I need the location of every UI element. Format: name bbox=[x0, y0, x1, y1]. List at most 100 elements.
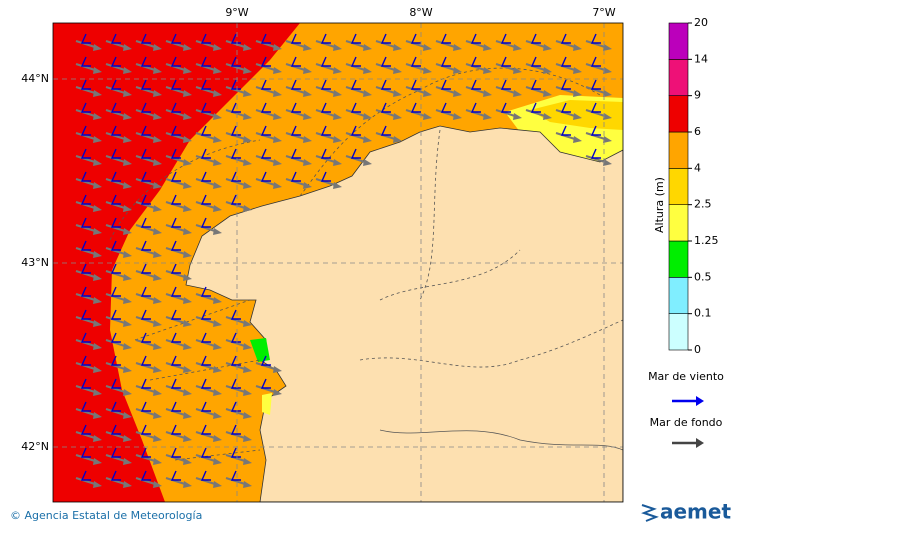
swell-arrowhead bbox=[303, 113, 312, 120]
wind-arrow bbox=[80, 125, 91, 136]
wind-arrow bbox=[170, 33, 181, 44]
swell-arrowhead bbox=[93, 136, 102, 143]
swell-arrowhead bbox=[213, 228, 222, 235]
swell-arrowhead bbox=[123, 228, 132, 235]
swell-arrowhead bbox=[273, 389, 282, 396]
wind-arrow bbox=[320, 125, 331, 136]
swell-arrowhead bbox=[213, 343, 222, 350]
swell-arrowhead bbox=[393, 90, 402, 97]
swell-arrowhead bbox=[123, 274, 132, 281]
wind-arrow bbox=[110, 309, 121, 320]
swell-arrowhead bbox=[273, 182, 282, 189]
colorbar-segment bbox=[668, 277, 689, 314]
swell-arrowhead bbox=[213, 205, 222, 212]
wind-arrow bbox=[170, 401, 181, 412]
swell-arrowhead bbox=[123, 412, 132, 419]
colorbar-segment bbox=[668, 240, 689, 278]
swell-arrowhead bbox=[93, 159, 102, 166]
swell-arrowhead bbox=[123, 44, 132, 51]
swell-arrowhead bbox=[153, 274, 162, 281]
swell-arrowhead bbox=[93, 90, 102, 97]
wind-arrow bbox=[140, 102, 151, 113]
wind-arrow bbox=[80, 102, 91, 113]
wind-arrow bbox=[260, 125, 271, 136]
swell-arrowhead bbox=[333, 136, 342, 143]
swell-arrowhead bbox=[93, 412, 102, 419]
lon-label: 7°W bbox=[592, 6, 615, 19]
swell-arrowhead bbox=[243, 159, 252, 166]
swell-arrowhead bbox=[393, 44, 402, 51]
swell-arrowhead bbox=[123, 389, 132, 396]
swell-arrowhead bbox=[123, 182, 132, 189]
swell-arrowhead bbox=[93, 343, 102, 350]
wind-arrow bbox=[140, 194, 151, 205]
wind-arrow bbox=[80, 447, 91, 458]
dashed-borders bbox=[109, 67, 623, 461]
wind-arrow bbox=[200, 217, 211, 228]
swell-arrowhead bbox=[243, 67, 252, 74]
swell-arrowhead bbox=[153, 435, 162, 442]
wind-arrow bbox=[80, 217, 91, 228]
wind-arrow bbox=[230, 470, 241, 481]
wind-arrow bbox=[140, 332, 151, 343]
wind-arrow bbox=[350, 102, 361, 113]
wind-arrow bbox=[230, 56, 241, 67]
wind-arrow bbox=[80, 148, 91, 159]
wind-arrow bbox=[560, 102, 571, 113]
swell-arrowhead bbox=[243, 90, 252, 97]
wind-arrow bbox=[290, 56, 301, 67]
swell-arrowhead bbox=[303, 90, 312, 97]
swell-arrowhead bbox=[93, 366, 102, 373]
swell-arrowhead bbox=[273, 90, 282, 97]
wind-arrow bbox=[320, 33, 331, 44]
swell-arrowhead bbox=[573, 113, 582, 120]
footer-logo: aemet bbox=[660, 500, 731, 524]
swell-arrowhead bbox=[123, 251, 132, 258]
legend-swell: Mar de fondo bbox=[650, 416, 723, 429]
swell-arrowhead bbox=[243, 412, 252, 419]
swell-arrowhead bbox=[453, 90, 462, 97]
swell-arrowhead bbox=[93, 435, 102, 442]
swell-arrowhead bbox=[123, 67, 132, 74]
wind-arrow bbox=[200, 355, 211, 366]
swell-arrowhead bbox=[183, 159, 192, 166]
swell-arrowhead bbox=[513, 44, 522, 51]
wind-arrow bbox=[140, 171, 151, 182]
wind-arrow bbox=[470, 33, 481, 44]
wind-arrow bbox=[80, 79, 91, 90]
wind-arrow bbox=[230, 171, 241, 182]
wind-arrow bbox=[380, 33, 391, 44]
swell-arrowhead bbox=[183, 458, 192, 465]
colorbar-segment bbox=[668, 22, 689, 60]
wind-arrow bbox=[350, 79, 361, 90]
wind-arrow bbox=[230, 447, 241, 458]
wind-arrow bbox=[170, 171, 181, 182]
wind-arrow bbox=[200, 286, 211, 297]
swell-arrowhead bbox=[483, 67, 492, 74]
wind-arrow bbox=[530, 79, 541, 90]
swell-arrowhead bbox=[243, 481, 252, 488]
swell-arrowhead bbox=[573, 67, 582, 74]
lat-label: 44°N bbox=[21, 72, 49, 85]
swell-arrowhead bbox=[303, 182, 312, 189]
swell-arrowhead bbox=[483, 113, 492, 120]
wind-arrow bbox=[200, 125, 211, 136]
wind-arrow bbox=[110, 355, 121, 366]
swell-arrowhead bbox=[243, 136, 252, 143]
wind-arrow bbox=[260, 56, 271, 67]
swell-arrowhead bbox=[93, 389, 102, 396]
swell-arrowhead bbox=[183, 343, 192, 350]
wind-arrow bbox=[380, 56, 391, 67]
swell-arrowhead bbox=[123, 435, 132, 442]
swell-arrowhead bbox=[243, 44, 252, 51]
swell-arrowhead bbox=[153, 389, 162, 396]
swell-arrowhead bbox=[243, 389, 252, 396]
wind-arrow bbox=[500, 33, 511, 44]
swell-arrowhead bbox=[93, 205, 102, 212]
wind-arrow bbox=[230, 401, 241, 412]
wind-arrow bbox=[530, 102, 541, 113]
swell-arrowhead bbox=[183, 435, 192, 442]
swell-arrowhead bbox=[183, 136, 192, 143]
wind-arrow bbox=[140, 79, 151, 90]
swell-arrowhead bbox=[93, 297, 102, 304]
